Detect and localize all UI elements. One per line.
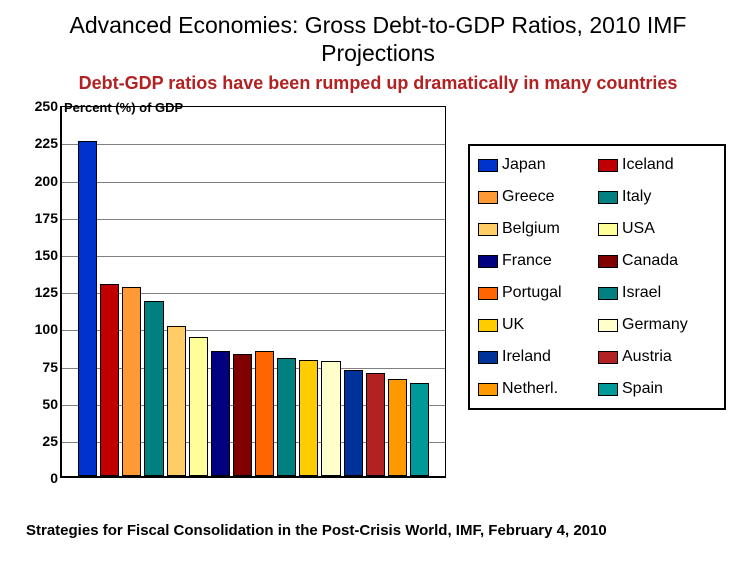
y-tick-label: 125 — [24, 284, 58, 300]
legend-swatch — [478, 255, 498, 268]
bar-france — [211, 351, 230, 476]
chart-row: Percent (%) of GDP 025507510012515017520… — [20, 102, 736, 502]
legend-label: Germany — [622, 316, 688, 334]
bar-uk — [299, 360, 318, 477]
legend-label: Belgium — [502, 220, 560, 238]
y-tick-label: 250 — [24, 98, 58, 114]
bars-group — [62, 107, 445, 476]
bar-portugal — [255, 351, 274, 476]
legend: Japan Iceland Greece Italy Belgium USA France C… — [468, 144, 726, 410]
legend-item-israel: Israel — [598, 284, 716, 302]
slide-container: Advanced Economies: Gross Debt-to-GDP Ra… — [0, 0, 756, 576]
legend-label: Spain — [622, 380, 663, 398]
y-tick-label: 150 — [24, 247, 58, 263]
chart-title: Advanced Economies: Gross Debt-to-GDP Ra… — [20, 12, 736, 67]
y-tick-label: 0 — [24, 470, 58, 486]
legend-swatch — [478, 223, 498, 236]
legend-label: Iceland — [622, 156, 674, 174]
y-tick-label: 225 — [24, 135, 58, 151]
legend-swatch — [478, 351, 498, 364]
legend-label: Canada — [622, 252, 678, 270]
legend-item-japan: Japan — [478, 156, 596, 174]
legend-swatch — [478, 159, 498, 172]
legend-item-iceland: Iceland — [598, 156, 716, 174]
bar-belgium — [167, 326, 186, 477]
legend-label: Ireland — [502, 348, 551, 366]
legend-item-italy: Italy — [598, 188, 716, 206]
y-tick-label: 25 — [24, 433, 58, 449]
bar-austria — [366, 373, 385, 476]
bar-italy — [144, 301, 163, 477]
legend-swatch — [598, 191, 618, 204]
legend-label: Austria — [622, 348, 672, 366]
legend-label: Greece — [502, 188, 554, 206]
legend-swatch — [598, 383, 618, 396]
legend-label: Netherl. — [502, 380, 558, 398]
legend-label: France — [502, 252, 552, 270]
legend-item-spain: Spain — [598, 380, 716, 398]
chart-subtitle: Debt-GDP ratios have been rumped up dram… — [20, 73, 736, 94]
legend-item-usa: USA — [598, 220, 716, 238]
legend-label: Japan — [502, 156, 546, 174]
legend-item-ireland: Ireland — [478, 348, 596, 366]
y-tick-label: 175 — [24, 210, 58, 226]
legend-swatch — [598, 159, 618, 172]
legend-swatch — [478, 383, 498, 396]
bar-ireland — [344, 370, 363, 476]
bar-greece — [122, 287, 141, 476]
bar-israel — [277, 358, 296, 476]
bar-germany — [321, 361, 340, 476]
legend-label: Israel — [622, 284, 661, 302]
chart-area: Percent (%) of GDP 025507510012515017520… — [20, 102, 450, 502]
bar-netherl — [388, 379, 407, 476]
y-tick-label: 100 — [24, 321, 58, 337]
legend-label: UK — [502, 316, 524, 334]
plot-region — [60, 106, 446, 478]
legend-item-netherl: Netherl. — [478, 380, 596, 398]
bar-canada — [233, 354, 252, 477]
source-citation: Strategies for Fiscal Consolidation in t… — [26, 522, 736, 539]
legend-item-uk: UK — [478, 316, 596, 334]
legend-swatch — [598, 223, 618, 236]
legend-label: USA — [622, 220, 655, 238]
legend-label: Portugal — [502, 284, 562, 302]
legend-swatch — [598, 319, 618, 332]
legend-item-france: France — [478, 252, 596, 270]
legend-item-canada: Canada — [598, 252, 716, 270]
legend-swatch — [598, 351, 618, 364]
legend-item-portugal: Portugal — [478, 284, 596, 302]
y-tick-label: 200 — [24, 173, 58, 189]
bar-spain — [410, 383, 429, 476]
legend-item-belgium: Belgium — [478, 220, 596, 238]
bar-usa — [189, 337, 208, 476]
legend-label: Italy — [622, 188, 651, 206]
y-tick-label: 50 — [24, 396, 58, 412]
bar-japan — [78, 141, 97, 476]
legend-swatch — [478, 319, 498, 332]
legend-swatch — [478, 287, 498, 300]
legend-swatch — [478, 191, 498, 204]
legend-item-austria: Austria — [598, 348, 716, 366]
bar-iceland — [100, 284, 119, 476]
y-tick-label: 75 — [24, 359, 58, 375]
legend-item-greece: Greece — [478, 188, 596, 206]
legend-swatch — [598, 255, 618, 268]
legend-swatch — [598, 287, 618, 300]
legend-item-germany: Germany — [598, 316, 716, 334]
